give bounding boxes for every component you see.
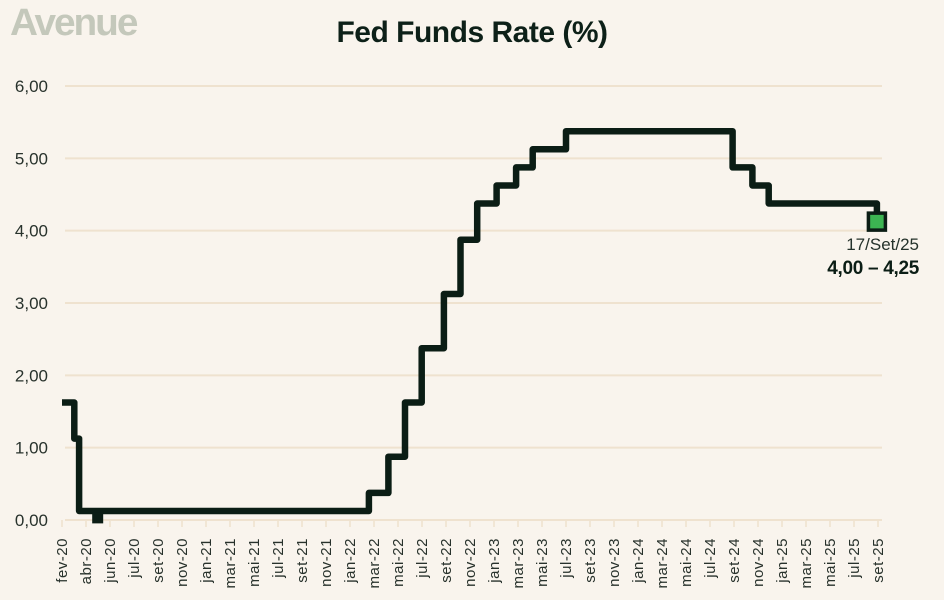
x-axis-label: jan-24 <box>630 538 647 584</box>
x-axis-label: jun-20 <box>102 538 119 584</box>
x-axis-label: set-21 <box>294 538 311 583</box>
y-axis-label: 2,00 <box>15 366 48 385</box>
x-axis-label: mar-21 <box>222 538 239 589</box>
x-axis-label: jul-20 <box>126 538 143 579</box>
y-axis-label: 3,00 <box>15 294 48 313</box>
x-axis-label: jul-25 <box>846 538 863 579</box>
annotation-date: 17/Set/25 <box>846 235 919 254</box>
x-axis-label: mai-23 <box>534 538 551 587</box>
x-axis-label: nov-21 <box>318 538 335 587</box>
x-axis-label: set-24 <box>726 538 743 583</box>
x-axis-label: mai-22 <box>390 538 407 587</box>
x-axis-label: jul-22 <box>414 538 431 579</box>
x-axis-label: mar-22 <box>366 538 383 589</box>
x-axis-label: mai-24 <box>678 538 695 587</box>
covid-low-marker <box>92 512 104 524</box>
y-axis-label: 4,00 <box>15 222 48 241</box>
x-axis-label: mai-21 <box>246 538 263 587</box>
x-axis-label: jul-23 <box>558 538 575 579</box>
x-axis-label: fev-20 <box>54 538 71 583</box>
x-axis-label: set-22 <box>438 538 455 583</box>
x-axis-label: nov-20 <box>174 538 191 587</box>
x-axis-label: nov-22 <box>462 538 479 587</box>
fed-funds-rate-line <box>62 127 881 515</box>
x-axis-label: jul-24 <box>702 538 719 579</box>
latest-rate-marker <box>866 211 888 232</box>
y-axis-label: 5,00 <box>15 149 48 168</box>
x-axis-label: set-23 <box>582 538 599 583</box>
x-axis-label: jan-23 <box>486 538 503 584</box>
x-axis-label: abr-20 <box>78 538 95 584</box>
x-axis-label: nov-24 <box>750 538 767 587</box>
y-axis-label: 0,00 <box>15 511 48 530</box>
latest-rate-annotation: 17/Set/25 4,00 – 4,25 <box>827 233 919 283</box>
y-axis-label: 6,00 <box>15 77 48 96</box>
chart-title: Fed Funds Rate (%) <box>336 16 608 49</box>
x-axis-label: mai-25 <box>822 538 839 587</box>
x-axis-label: set-20 <box>150 538 167 583</box>
y-axis-label: 1,00 <box>15 439 48 458</box>
x-axis-label: jan-25 <box>774 538 791 584</box>
x-axis-label: mar-25 <box>798 538 815 589</box>
annotation-range: 4,00 – 4,25 <box>827 258 919 280</box>
x-axis-label: set-25 <box>870 538 887 583</box>
x-axis-label: jan-22 <box>342 538 359 584</box>
x-axis-label: jul-21 <box>270 538 287 579</box>
x-axis-label: mar-24 <box>654 538 671 589</box>
x-axis-label: nov-23 <box>606 538 623 587</box>
x-axis-label: jan-21 <box>198 538 215 584</box>
x-axis-label: mar-23 <box>510 538 527 589</box>
avenue-logo: Avenue <box>10 2 138 44</box>
